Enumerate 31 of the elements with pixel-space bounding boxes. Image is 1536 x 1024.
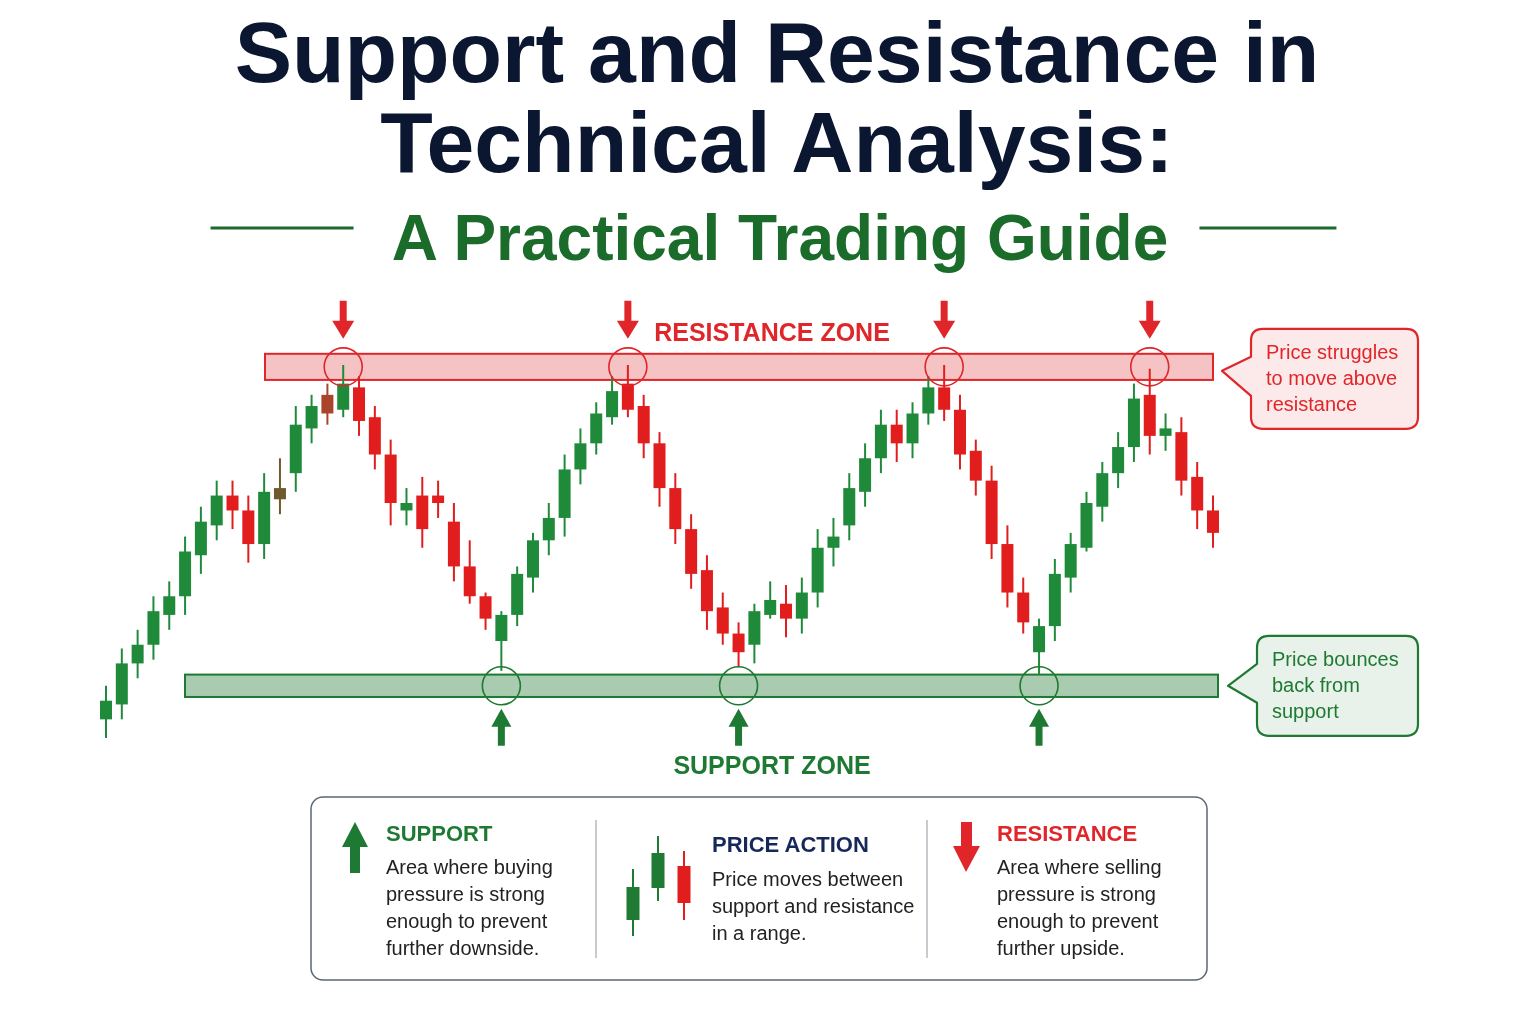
text: Area where selling pressure is strong enough to prevent further upside.: [997, 856, 1162, 959]
candlestick: [100, 684, 112, 739]
chart-subtitle: A Practical Trading Guide: [391, 202, 1169, 274]
candlestick: [732, 621, 745, 669]
candlestick: [890, 408, 903, 463]
text: Price struggles to move above resistance: [1266, 340, 1399, 415]
candlestick: [780, 584, 793, 639]
candlestick: [321, 382, 334, 426]
text: SUPPORT: [386, 821, 493, 846]
candlestick: [226, 479, 239, 531]
candlestick: [827, 516, 840, 568]
candlestick: [163, 580, 176, 631]
candlestick: [764, 580, 777, 620]
candlestick: [305, 393, 318, 445]
candlestick: [400, 487, 413, 527]
text: Price bounces back from support: [1272, 647, 1399, 722]
candlestick: [131, 628, 144, 680]
candlestick: [1159, 412, 1172, 452]
candlestick: [938, 364, 951, 422]
text: Area where buying pressure is strong enough to prevent further downside.: [386, 856, 553, 959]
candlestick: [432, 479, 445, 519]
candlestick: [1207, 494, 1219, 549]
legend-label: RESISTANCE ZONE: [654, 317, 890, 346]
text: Price moves between support and resistance in a range.: [712, 868, 915, 944]
candlestick: [273, 457, 286, 516]
candlestick: [479, 591, 492, 631]
text: RESISTANCE: [997, 821, 1138, 846]
band-label: SUPPORT ZONE: [673, 750, 871, 779]
text: PRICE ACTION: [712, 832, 869, 857]
chart-title: Support and Resistance in Technical Analysis:: [234, 4, 1320, 190]
candlestick: [542, 502, 555, 557]
